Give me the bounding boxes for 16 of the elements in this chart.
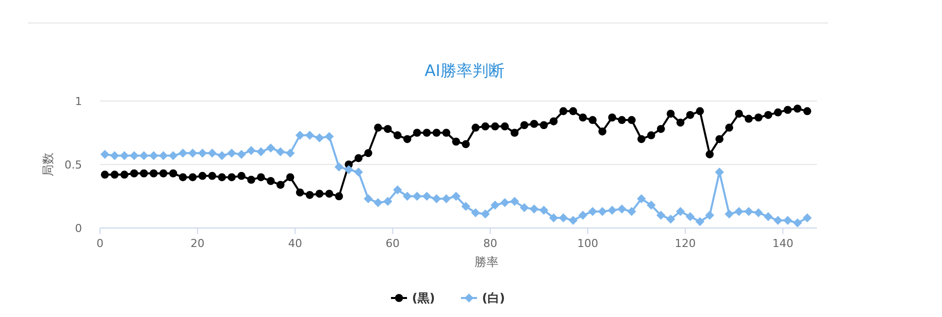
y-tick-label: 0 xyxy=(75,222,82,235)
x-tick-label: 120 xyxy=(674,237,696,250)
legend-label: (白) xyxy=(482,291,505,305)
y-tick-label: 0.5 xyxy=(64,158,82,172)
legend-label: (黒) xyxy=(412,291,435,305)
x-tick-label: 40 xyxy=(288,237,302,250)
x-tick-label: 140 xyxy=(772,237,794,250)
y-tick-label: 1 xyxy=(75,95,82,108)
y-axis-title: 局数 xyxy=(41,152,55,176)
x-tick-label: 0 xyxy=(96,237,104,250)
chart-title: AI勝率判断 xyxy=(424,61,504,80)
x-tick-label: 20 xyxy=(190,237,205,250)
x-axis-title: 勝率 xyxy=(474,255,498,269)
x-tick-label: 60 xyxy=(386,237,400,250)
x-tick-label: 80 xyxy=(483,237,498,250)
x-tick-label: 100 xyxy=(577,237,598,250)
